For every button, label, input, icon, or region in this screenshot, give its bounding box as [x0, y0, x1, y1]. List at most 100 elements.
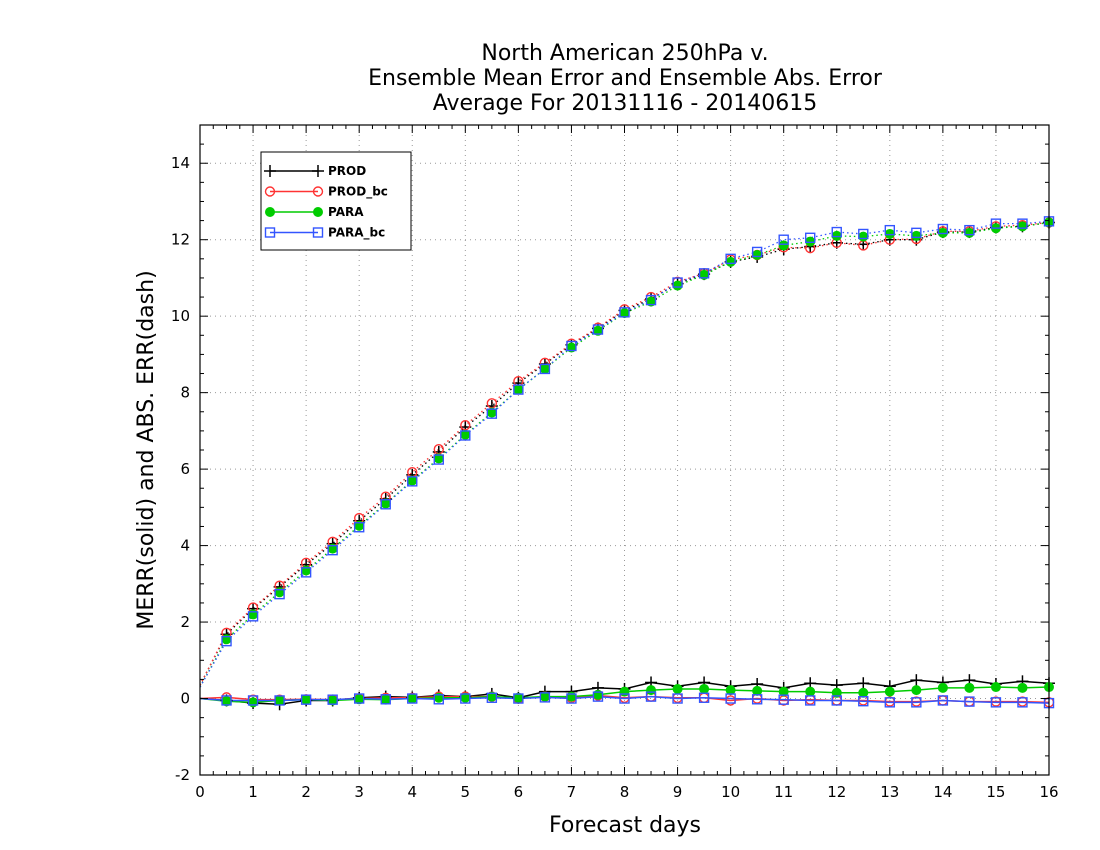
merr-point	[910, 674, 923, 687]
abs-err-point	[539, 363, 550, 374]
merr-point	[1017, 682, 1028, 693]
merr-point	[884, 697, 896, 708]
merr-point	[805, 686, 816, 697]
abs-err-point	[221, 635, 232, 647]
merr-point	[619, 693, 630, 704]
abs-err-point	[460, 430, 471, 441]
merr-point	[937, 695, 949, 706]
abs-err-point	[805, 232, 816, 243]
abs-err-point	[566, 340, 577, 352]
merr-point	[857, 677, 870, 690]
merr-point	[990, 682, 1001, 693]
merr-point	[805, 695, 816, 706]
x-axis-label: Forecast days	[549, 813, 701, 838]
merr-point	[672, 683, 683, 694]
merr-point	[884, 686, 895, 697]
abs-err-point	[911, 230, 922, 241]
abs-err-point	[274, 588, 285, 600]
merr-point	[327, 694, 338, 705]
series-merr-para-bc	[199, 695, 1050, 704]
merr-point	[831, 695, 842, 706]
legend-marker-left	[265, 207, 275, 217]
merr-point	[725, 693, 736, 704]
abs-err-point	[539, 363, 551, 375]
merr-point	[407, 693, 418, 704]
x-tick-label: 15	[986, 783, 1005, 801]
abs-err-point	[778, 234, 789, 245]
merr-point	[274, 695, 285, 706]
x-tick-label: 4	[407, 783, 417, 801]
merr-point	[486, 692, 498, 703]
abs-err-point	[672, 277, 683, 288]
x-tick-label: 5	[461, 783, 471, 801]
merr-point	[301, 694, 312, 705]
merr-point	[300, 694, 312, 705]
x-tick-label: 13	[880, 783, 899, 801]
chart-title-line-1: North American 250hPa v.	[481, 41, 768, 66]
legend-marker-left	[264, 186, 276, 197]
abs-err-point	[247, 611, 259, 622]
abs-err-point	[327, 544, 338, 556]
merr-point	[778, 686, 789, 697]
legend-label: PROD_bc	[328, 185, 388, 200]
abs-err-point	[698, 268, 710, 279]
chart-title-line-2: Ensemble Mean Error and Ensemble Abs. Er…	[368, 66, 883, 91]
legend-marker-right	[312, 165, 324, 177]
abs-err-point	[513, 384, 524, 395]
legend-marker-left	[264, 165, 276, 177]
abs-err-point	[1017, 218, 1028, 229]
legend-box	[260, 151, 412, 251]
merr-point	[460, 693, 471, 704]
abs-err-point	[725, 253, 736, 265]
abs-err-point	[460, 419, 471, 431]
x-tick-label: 7	[567, 783, 577, 801]
abs-err-point	[964, 227, 975, 238]
abs-err-point	[645, 294, 657, 306]
abs-err-point	[433, 454, 444, 465]
abs-err-point	[619, 307, 630, 318]
merr-point	[672, 693, 683, 704]
y-tick-label: 2	[180, 613, 190, 631]
merr-point	[698, 692, 710, 703]
merr-point	[513, 693, 524, 704]
merr-point	[619, 686, 630, 697]
legend: PROD PROD_bc PARA PARA_bc	[260, 151, 412, 251]
merr-point	[911, 697, 922, 708]
merr-point	[858, 696, 869, 707]
y-tick-label: 8	[180, 384, 190, 402]
merr-point	[1017, 697, 1028, 708]
x-tick-label: 3	[354, 783, 364, 801]
merr-point	[645, 691, 657, 702]
merr-point	[353, 693, 365, 704]
legend-label: PARA	[328, 205, 364, 219]
merr-point	[539, 692, 551, 703]
x-tick-label: 11	[774, 783, 793, 801]
abs-err-point	[858, 228, 869, 240]
merr-point	[592, 691, 604, 702]
legend-marker-right	[313, 207, 323, 217]
y-axis-label: MERR(solid) and ABS. ERR(dash)	[134, 270, 159, 629]
abs-err-point	[592, 324, 604, 335]
legend-marker-left	[264, 227, 276, 238]
y-tick-label: 0	[180, 690, 190, 708]
grid	[200, 125, 1049, 775]
abs-err-point	[1017, 221, 1028, 232]
merr-point	[937, 682, 948, 693]
merr-line	[199, 695, 1050, 704]
abs-err-point	[486, 408, 498, 419]
legend-marker-right	[312, 227, 324, 238]
abs-err-point	[937, 223, 949, 235]
x-tick-label: 2	[301, 783, 311, 801]
x-tick-label: 6	[514, 783, 524, 801]
y-tick-label: 4	[180, 537, 190, 555]
chart-title: North American 250hPa v. Ensemble Mean E…	[368, 41, 883, 116]
y-tick-label: 10	[171, 307, 190, 325]
x-tick-label: 14	[933, 783, 952, 801]
abs-err-point	[513, 384, 524, 395]
merr-point	[274, 695, 285, 706]
abs-err-point	[300, 567, 312, 578]
series-layer	[199, 216, 1055, 711]
x-tick-label: 10	[721, 783, 740, 801]
